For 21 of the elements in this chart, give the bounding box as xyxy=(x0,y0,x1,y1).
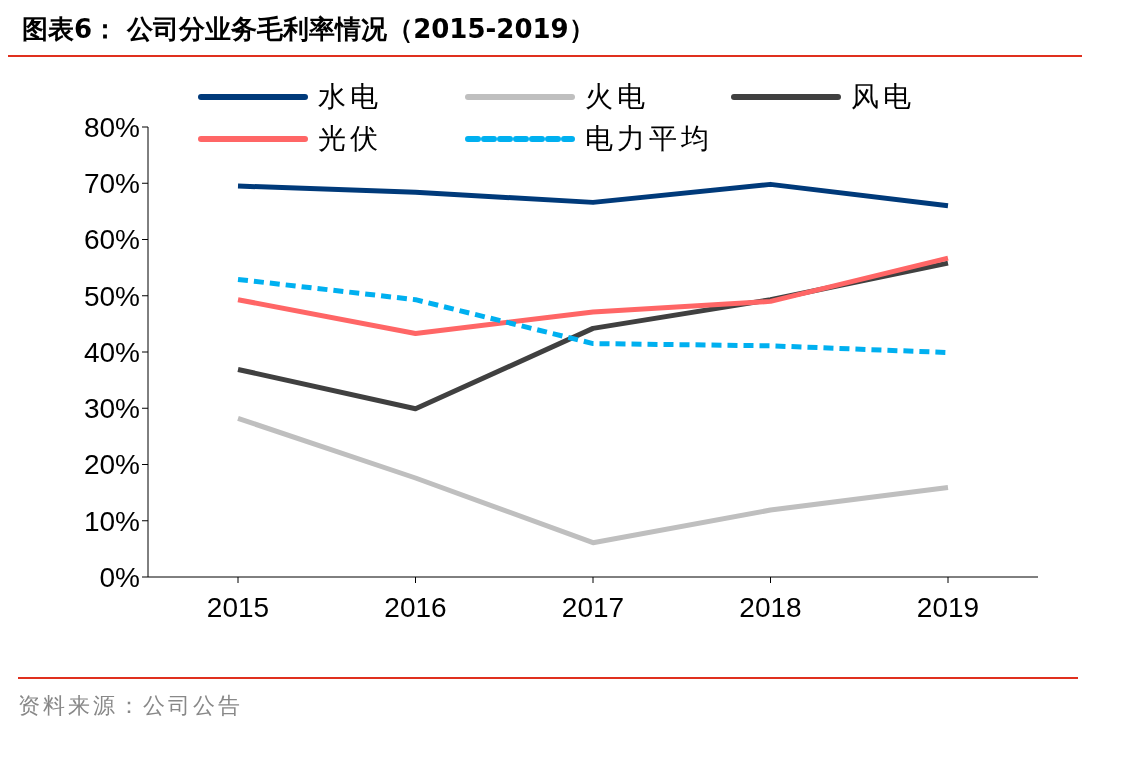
y-tick-label: 20% xyxy=(83,449,140,481)
y-tick-label: 10% xyxy=(83,505,140,537)
y-tick-label: 0% xyxy=(99,561,140,593)
legend-label: 火电 xyxy=(584,79,649,115)
x-tick-label: 2016 xyxy=(384,591,447,623)
legend-label: 水电 xyxy=(318,79,382,115)
legend-label: 电力平均 xyxy=(584,121,713,157)
x-tick-label: 2017 xyxy=(561,591,625,623)
text: 资料来源：公司公告 xyxy=(18,692,244,720)
x-tick-label: 2018 xyxy=(739,591,802,623)
y-tick-label: 30% xyxy=(83,393,140,425)
legend-label: 风电 xyxy=(851,79,916,115)
y-tick-label: 40% xyxy=(83,336,140,368)
y-tick-label: 80% xyxy=(83,111,140,143)
y-tick-label: 60% xyxy=(83,224,140,256)
y-tick-label: 70% xyxy=(83,168,140,200)
x-tick-label: 2015 xyxy=(206,591,270,623)
chart-title: 图表6： 公司分业务毛利率情况（2015-2019） xyxy=(8,8,1082,57)
y-tick-label: 50% xyxy=(83,280,140,312)
x-tick-label: 2019 xyxy=(916,591,980,623)
legend-label: 光伏 xyxy=(318,121,382,157)
